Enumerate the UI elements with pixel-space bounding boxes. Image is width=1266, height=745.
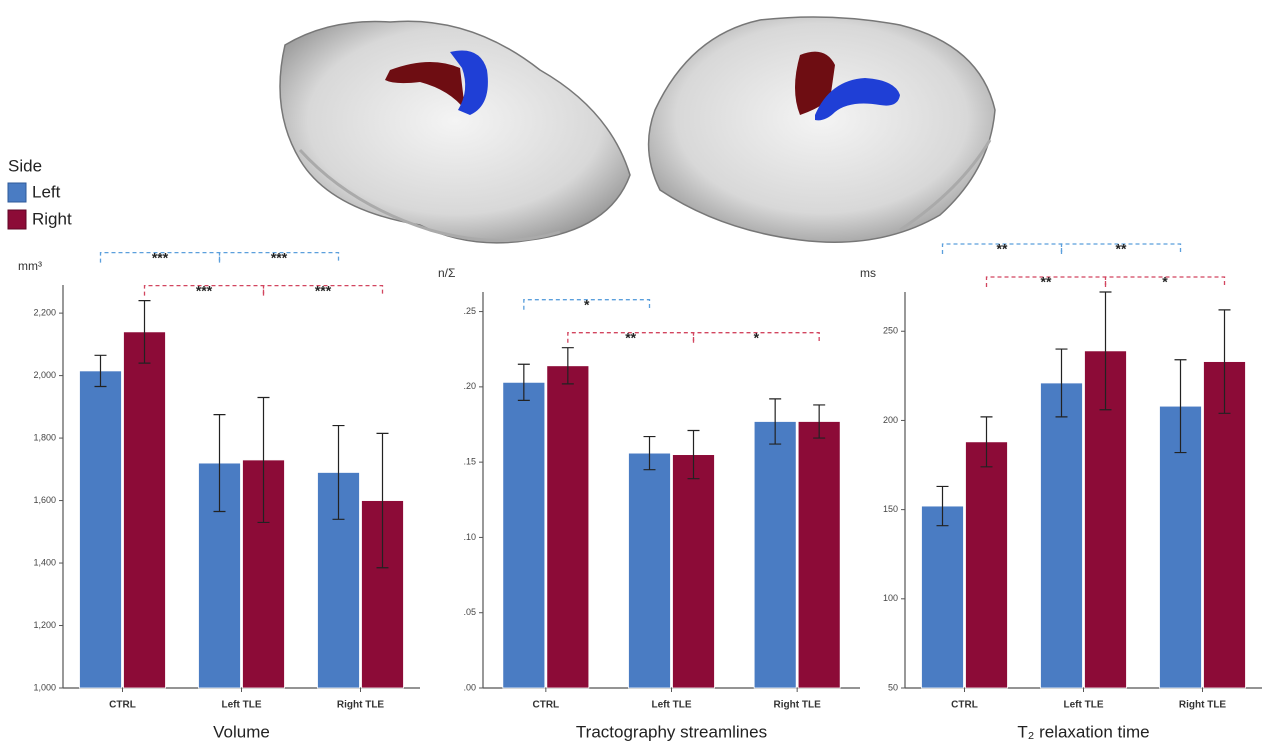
y-tick-label: 1,400 xyxy=(33,557,56,567)
bar xyxy=(797,421,841,689)
y-unit-label: ms xyxy=(860,266,876,280)
significance-label: * xyxy=(584,296,590,312)
bar xyxy=(965,441,1008,689)
error-bar xyxy=(1218,309,1231,414)
brain-left-view xyxy=(279,20,631,244)
x-tick-label: Right TLE xyxy=(337,700,385,711)
y-tick-label: 1,800 xyxy=(33,432,56,442)
y-tick-label: 1,200 xyxy=(33,620,56,630)
significance-label: * xyxy=(754,329,760,345)
error-bar xyxy=(1099,291,1112,411)
y-tick-label: 100 xyxy=(883,593,898,603)
legend-swatch xyxy=(7,209,27,230)
error-bar xyxy=(517,363,530,402)
bar xyxy=(628,452,671,689)
significance-bracket xyxy=(218,251,340,263)
y-tick-label: 250 xyxy=(883,326,898,336)
bar xyxy=(672,454,715,689)
bar xyxy=(123,331,166,689)
significance-bracket xyxy=(99,251,221,263)
legend-title: Side xyxy=(8,156,42,175)
error-bar xyxy=(561,347,574,385)
significance-bracket xyxy=(143,284,265,296)
significance-label: ** xyxy=(625,329,636,345)
x-tick-label: CTRL xyxy=(532,700,559,711)
y-tick-label: .10 xyxy=(463,532,476,542)
error-bar xyxy=(980,416,993,468)
bar xyxy=(546,365,590,689)
bar xyxy=(1040,382,1083,689)
x-axis-title: Volume xyxy=(213,722,270,741)
bar xyxy=(753,421,797,689)
y-unit-label: mm³ xyxy=(18,259,42,273)
x-tick-label: Right TLE xyxy=(774,700,822,711)
bar xyxy=(1203,361,1246,689)
brain-right-view xyxy=(647,16,996,243)
x-tick-label: Left TLE xyxy=(652,700,692,711)
significance-label: ** xyxy=(1041,274,1052,290)
bar xyxy=(502,381,546,689)
significance-bracket xyxy=(523,299,651,310)
error-bar xyxy=(376,432,389,569)
legend-label: Right xyxy=(32,209,72,228)
y-tick-label: 1,600 xyxy=(33,495,56,505)
error-bar xyxy=(643,435,656,471)
significance-bracket xyxy=(1104,276,1226,287)
y-tick-label: 50 xyxy=(888,682,898,692)
x-axis-title: T₂ relaxation time xyxy=(1017,722,1149,741)
y-tick-label: 200 xyxy=(883,415,898,425)
significance-label: *** xyxy=(271,249,288,265)
x-tick-label: Left TLE xyxy=(222,700,262,711)
error-bar xyxy=(138,300,151,364)
error-bar xyxy=(213,414,226,513)
x-tick-label: CTRL xyxy=(109,700,136,711)
significance-bracket xyxy=(941,243,1063,254)
significance-bracket xyxy=(1060,243,1182,254)
error-bar xyxy=(332,424,345,520)
x-axis-title: Tractography streamlines xyxy=(576,722,767,741)
error-bar xyxy=(687,429,700,480)
y-tick-label: 2,200 xyxy=(33,307,56,317)
error-bar xyxy=(936,485,949,527)
error-bar xyxy=(813,404,826,439)
error-bar xyxy=(1174,359,1187,454)
y-tick-label: 1,000 xyxy=(33,682,56,692)
error-bar xyxy=(94,354,107,388)
y-tick-label: 150 xyxy=(883,504,898,514)
y-tick-label: .00 xyxy=(463,682,476,692)
significance-bracket xyxy=(262,284,384,296)
significance-bracket xyxy=(567,332,695,343)
y-tick-label: .05 xyxy=(463,607,476,617)
y-tick-label: .15 xyxy=(463,457,476,467)
significance-bracket xyxy=(985,276,1107,287)
significance-label: * xyxy=(1162,274,1168,290)
x-tick-label: Left TLE xyxy=(1064,700,1104,711)
significance-bracket xyxy=(692,332,820,343)
bar xyxy=(79,370,122,689)
y-tick-label: .20 xyxy=(463,381,476,391)
y-unit-label: n/Σ xyxy=(438,266,455,280)
significance-label: ** xyxy=(1116,241,1127,257)
significance-label: *** xyxy=(196,282,213,298)
significance-label: *** xyxy=(152,249,169,265)
significance-label: ** xyxy=(997,241,1008,257)
error-bar xyxy=(1055,348,1068,418)
legend-label: Left xyxy=(32,182,61,201)
significance-label: *** xyxy=(315,282,332,298)
error-bar xyxy=(769,398,782,445)
x-tick-label: Right TLE xyxy=(1179,700,1227,711)
y-tick-label: 2,000 xyxy=(33,370,56,380)
y-tick-label: .25 xyxy=(463,306,476,316)
x-tick-label: CTRL xyxy=(951,700,978,711)
bar xyxy=(921,505,964,689)
legend-swatch xyxy=(7,182,27,203)
error-bar xyxy=(257,396,270,524)
